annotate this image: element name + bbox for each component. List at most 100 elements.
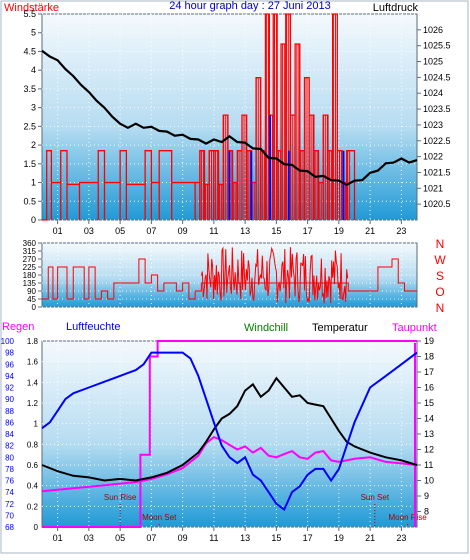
pressure-line bbox=[41, 49, 418, 187]
wind-direction-line bbox=[42, 258, 417, 300]
humidity-line bbox=[41, 351, 418, 512]
hour-tick-label: 07 bbox=[146, 533, 156, 543]
rain-line bbox=[42, 340, 417, 528]
humidity-tick-label: 96 bbox=[5, 360, 14, 369]
hour-tick-label: 23 bbox=[396, 533, 406, 543]
pressure-tick-label: 1022 bbox=[423, 152, 443, 162]
wind-speed-tick-label: 1.5 bbox=[23, 159, 36, 169]
header-title: 24 hour graph day : 27 Juni 2013 bbox=[169, 0, 330, 12]
hour-tick-label: 01 bbox=[53, 226, 63, 236]
hour-tick-label: 03 bbox=[84, 226, 94, 236]
compass-label: N bbox=[436, 301, 445, 315]
wind-speed-tick-label: 4.5 bbox=[23, 46, 36, 56]
humidity-tick-label: 82 bbox=[5, 442, 14, 451]
humidity-tick-label: 68 bbox=[5, 523, 14, 532]
sun-moon-annotations: Sun Rise Moon Set Sun Set Moon Rise bbox=[104, 343, 427, 527]
wind-speed-tick-label: 5 bbox=[31, 28, 36, 38]
hour-tick-label: 21 bbox=[365, 226, 375, 236]
hour-tick-label: 23 bbox=[396, 226, 406, 236]
wind-speed-tick-label: 3 bbox=[31, 103, 36, 113]
rain-tick-label: 0.2 bbox=[27, 502, 39, 511]
temperature-tick-label: 14 bbox=[424, 414, 434, 424]
rain-tick-label: 0 bbox=[34, 523, 39, 532]
humidity-tick-label: 74 bbox=[5, 488, 14, 497]
rain-tick-label: 0.8 bbox=[27, 440, 39, 449]
humidity-tick-label: 72 bbox=[5, 500, 14, 509]
hour-tick-label: 19 bbox=[334, 533, 344, 543]
hour-tick-label: 15 bbox=[271, 533, 281, 543]
humidity-tick-label: 88 bbox=[5, 407, 14, 416]
hour-tick-label: 09 bbox=[178, 226, 188, 236]
temperature-tick-label: 12 bbox=[424, 445, 434, 455]
temperature-line bbox=[41, 376, 418, 482]
temperature-tick-label: 16 bbox=[424, 383, 434, 393]
humidity-tick-label: 80 bbox=[5, 453, 14, 462]
temperature-tick-label: 10 bbox=[424, 476, 434, 486]
wind-direction-tick-label: 180 bbox=[23, 271, 37, 280]
taupunkt-label: Taupunkt bbox=[392, 322, 437, 334]
humidity-tick-label: 92 bbox=[5, 384, 14, 393]
temp-humidity-panel bbox=[41, 340, 418, 528]
rain-tick-label: 0.6 bbox=[27, 461, 39, 470]
header-left-label: Windstärke bbox=[4, 2, 59, 14]
hour-tick-label: 01 bbox=[53, 533, 63, 543]
pressure-tick-label: 1025.5 bbox=[423, 41, 451, 51]
hour-tick-label: 15 bbox=[271, 226, 281, 236]
rain-tick-label: 1.6 bbox=[27, 358, 39, 367]
humidity-tick-label: 84 bbox=[5, 430, 14, 439]
hour-tick-label: 11 bbox=[209, 533, 218, 543]
humidity-tick-label: 98 bbox=[5, 349, 14, 358]
hour-tick-label: 07 bbox=[146, 226, 156, 236]
humidity-tick-label: 70 bbox=[5, 511, 14, 520]
wind-speed-tick-label: 0.5 bbox=[23, 196, 36, 206]
wind-speed-tick-label: 4 bbox=[31, 65, 36, 75]
wind-direction-tick-label: 225 bbox=[23, 263, 37, 272]
pressure-tick-label: 1024.5 bbox=[423, 72, 451, 82]
hour-tick-label: 13 bbox=[240, 533, 250, 543]
temperature-tick-label: 19 bbox=[424, 336, 434, 346]
rain-tick-label: 1.8 bbox=[27, 337, 39, 346]
rain-axis: 0 0.2 0.4 0.6 0.8 1 1.2 1.4 1.6 1.8 bbox=[27, 337, 39, 532]
hour-tick-label: 13 bbox=[240, 226, 250, 236]
rain-tick-label: 1 bbox=[34, 420, 39, 429]
temperature-tick-label: 13 bbox=[424, 429, 434, 439]
wind-speed-tick-label: 3.5 bbox=[23, 84, 36, 94]
humidity-tick-label: 78 bbox=[5, 465, 14, 474]
wind-speed-line bbox=[42, 13, 356, 221]
wind-speed-tick-label: 1 bbox=[31, 178, 36, 188]
wind-speed-axis: 0 0.5 1 1.5 2 2.5 3 3.5 4 4.5 5 5.5 bbox=[23, 9, 42, 225]
pressure-tick-label: 1026 bbox=[423, 25, 443, 35]
windchill-label: Windchill bbox=[244, 322, 288, 334]
regen-label: Regen bbox=[2, 321, 34, 333]
compass-label: O bbox=[435, 285, 444, 299]
wind-speed-series bbox=[42, 13, 356, 221]
hour-tick-label: 09 bbox=[178, 533, 188, 543]
hour-tick-label: 17 bbox=[303, 533, 313, 543]
pressure-tick-label: 1020.5 bbox=[423, 199, 451, 209]
annotation-label: Moon Rise bbox=[389, 513, 428, 522]
temperatur-label: Temperatur bbox=[312, 322, 368, 334]
rain-tick-label: 1.4 bbox=[27, 378, 39, 387]
wind-speed-tick-label: 2 bbox=[31, 140, 36, 150]
temperature-tick-label: 9 bbox=[424, 491, 429, 501]
humidity-axis: 68 70 72 74 76 78 80 82 84 86 88 90 92 94 96 98 100 bbox=[1, 337, 15, 532]
temperature-tick-label: 15 bbox=[424, 398, 434, 408]
wind-speed-tick-label: 0 bbox=[31, 215, 36, 225]
temperature-axis: 8 9 10 11 12 13 14 15 16 17 18 19 bbox=[417, 336, 434, 517]
hour-tick-label: 05 bbox=[115, 226, 125, 236]
wind-direction-tick-label: 90 bbox=[27, 287, 36, 296]
pressure-tick-label: 1025 bbox=[423, 57, 443, 67]
annotation-label: Sun Rise bbox=[104, 493, 137, 502]
pressure-tick-label: 1023 bbox=[423, 120, 443, 130]
pressure-tick-label: 1021 bbox=[423, 183, 443, 193]
pressure-tick-label: 1023.5 bbox=[423, 104, 451, 114]
hour-tick-label: 17 bbox=[303, 226, 313, 236]
compass-label: W bbox=[434, 253, 446, 267]
wind-direction-tick-label: 270 bbox=[23, 255, 37, 264]
compass-label: S bbox=[436, 269, 444, 283]
wind-direction-tick-label: 315 bbox=[23, 247, 37, 256]
hour-tick-label: 03 bbox=[84, 533, 94, 543]
